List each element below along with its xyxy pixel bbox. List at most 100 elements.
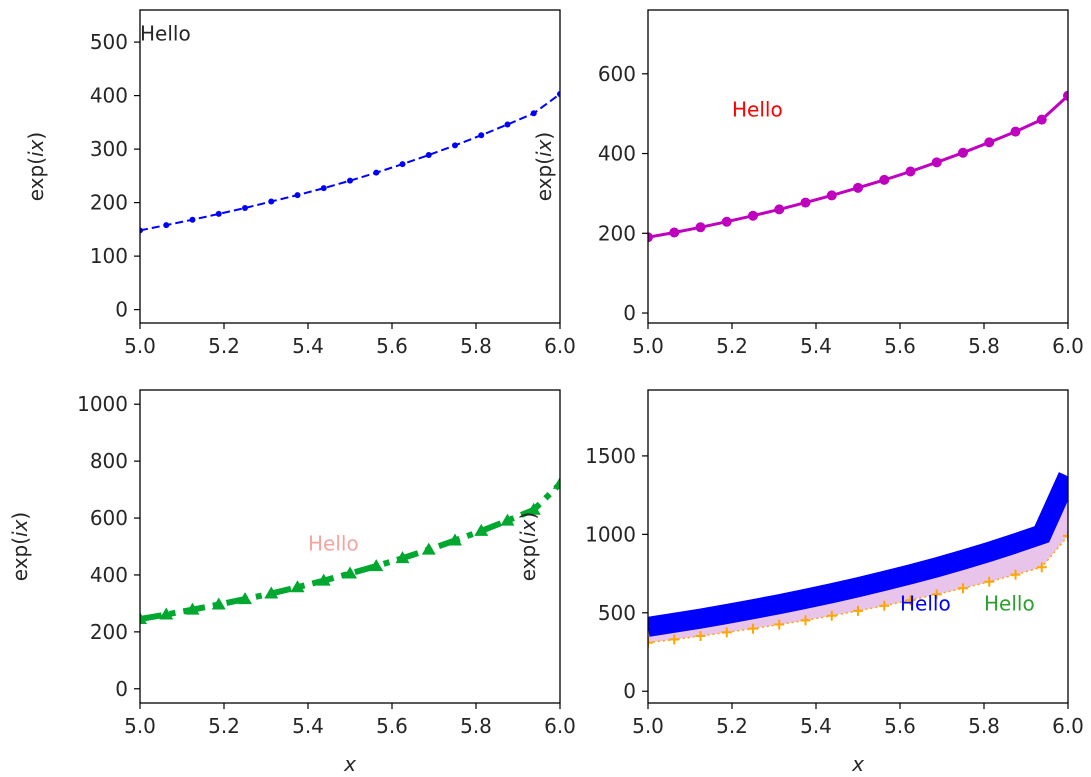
- data-point-1-10: [879, 174, 890, 185]
- data-point-1-11: [399, 161, 406, 168]
- data-point-1-4: [211, 597, 226, 610]
- data-point-1-16: [526, 502, 541, 515]
- x-tick-label: 5.8: [968, 714, 1000, 738]
- data-point-1-9: [343, 566, 357, 579]
- annotation-hello-1: Hello: [900, 591, 951, 615]
- y-tick-label: 200: [90, 191, 128, 215]
- y-axis-label: exp(ix): [532, 132, 556, 202]
- x-tick-label: 5.2: [208, 714, 240, 738]
- y-tick-label: 1500: [585, 444, 636, 468]
- x-tick-label: 5.0: [124, 714, 156, 738]
- data-point-1-7: [294, 192, 301, 199]
- data-point-2-11: [905, 595, 916, 606]
- data-point-1-8: [320, 185, 327, 192]
- x-tick-label: 5.2: [716, 334, 748, 358]
- y-tick-label: 100: [90, 244, 128, 268]
- x-tick-label: 5.8: [460, 334, 492, 358]
- x-tick-label: 6.0: [544, 334, 576, 358]
- x-tick-label: 5.8: [460, 714, 492, 738]
- data-point-1-11: [905, 166, 916, 177]
- plot-area: [648, 472, 1068, 648]
- x-tick-label: 5.6: [376, 714, 408, 738]
- data-point-2-14: [984, 576, 995, 587]
- data-point-2-7: [800, 615, 811, 626]
- data-point-1-13: [958, 147, 968, 158]
- chart-panel-3: Hello 5.0 5.2 5.4 5.6 5.8 6.0 0 200 400 600 800 1000…: [8, 389, 576, 776]
- data-point-1-17: [557, 91, 560, 98]
- data-point-1-3: [185, 602, 200, 615]
- x-tick-label: 5.8: [968, 334, 1000, 358]
- annotation-hello-1: Hello: [308, 532, 359, 556]
- data-point-1-14: [984, 137, 995, 148]
- x-tick-label: 5.2: [716, 714, 748, 738]
- axes-frame: [647, 9, 1069, 324]
- y-tick-label: 1000: [585, 522, 636, 546]
- data-point-1-2: [669, 227, 680, 238]
- data-point-1-17: [553, 476, 560, 489]
- data-point-1-9: [347, 177, 353, 184]
- chart-panel-4: Hello Hello 5.0 5.2 5.4 5.6 5.8 6.0 0 500 1000 1500…: [516, 389, 1084, 776]
- data-point-1-1: [140, 612, 147, 625]
- annotation-hello-2: Hello: [984, 591, 1035, 615]
- y-tick-label: 0: [623, 301, 636, 325]
- data-point-2-13: [958, 583, 968, 594]
- x-tick-label: 5.2: [208, 334, 240, 358]
- data-point-1-5: [242, 204, 248, 211]
- series-line-1: [648, 94, 1068, 239]
- data-point-1-10: [373, 169, 380, 176]
- x-tick-label: 5.6: [376, 334, 408, 358]
- y-tick-label: 400: [598, 142, 636, 166]
- data-point-1-15: [1010, 126, 1021, 137]
- x-tick-label: 5.0: [124, 334, 156, 358]
- y-tick-label: 800: [90, 449, 128, 473]
- data-point-2-2: [669, 634, 680, 645]
- x-tick-label: 5.0: [632, 334, 664, 358]
- x-tick-label: 6.0: [544, 714, 576, 738]
- y-tick-label: 600: [90, 506, 128, 530]
- data-point-1-2: [163, 222, 170, 229]
- data-point-1-6: [774, 204, 785, 215]
- x-tick-label: 5.4: [292, 714, 324, 738]
- data-point-1-6: [264, 586, 279, 599]
- data-point-2-8: [826, 610, 837, 621]
- data-point-1-8: [316, 573, 331, 586]
- y-tick-label: 200: [90, 620, 128, 644]
- x-tick-label: 5.0: [632, 714, 664, 738]
- data-point-1-16: [1036, 114, 1047, 125]
- x-axis-label: x: [343, 752, 356, 776]
- data-point-1-13: [448, 533, 462, 546]
- x-tick-label: 5.6: [884, 714, 916, 738]
- y-axis-label: exp(ix): [516, 512, 540, 582]
- y-tick-label: 400: [90, 563, 128, 587]
- x-tick-label: 5.6: [884, 334, 916, 358]
- y-tick-label: 400: [90, 84, 128, 108]
- data-point-1-5: [238, 592, 252, 605]
- data-point-1-12: [931, 157, 942, 168]
- data-point-1-4: [215, 210, 222, 217]
- x-tick-label: 5.4: [800, 334, 832, 358]
- data-point-1-15: [504, 121, 511, 128]
- x-tick-label: 6.0: [1052, 334, 1084, 358]
- data-point-1-14: [474, 523, 489, 536]
- data-point-1-7: [290, 580, 305, 593]
- y-axis-label: exp(ix): [24, 132, 48, 202]
- annotation-hello-1: Hello: [140, 22, 191, 46]
- series-line-1: [140, 93, 560, 232]
- data-point-1-3: [695, 222, 706, 233]
- data-point-2-9: [853, 605, 863, 616]
- data-point-1-12: [425, 151, 432, 158]
- y-tick-label: 0: [115, 298, 128, 322]
- data-point-1-14: [478, 132, 485, 139]
- data-point-1-16: [530, 110, 537, 117]
- data-point-1-12: [421, 542, 436, 555]
- y-tick-label: 500: [90, 30, 128, 54]
- y-tick-label: 0: [623, 679, 636, 703]
- data-point-2-17: [1063, 530, 1068, 541]
- data-point-2-15: [1010, 569, 1021, 580]
- data-point-2-12: [931, 589, 942, 600]
- data-point-1-1: [648, 232, 653, 243]
- data-point-1-7: [800, 197, 811, 208]
- x-axis-label: x: [851, 752, 864, 776]
- data-point-1-9: [853, 182, 863, 193]
